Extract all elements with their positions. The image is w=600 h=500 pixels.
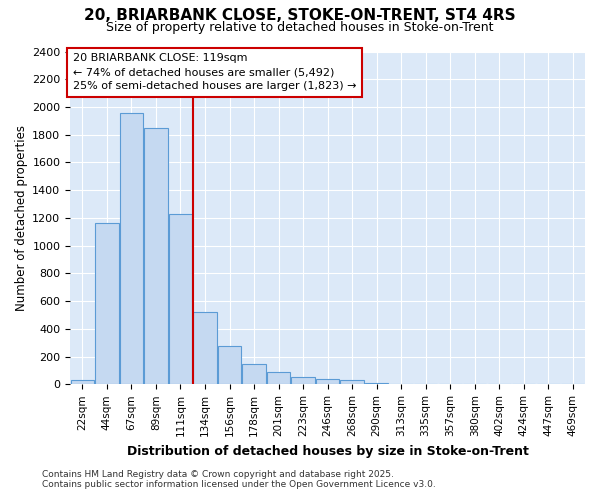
Bar	[267, 372, 290, 384]
Bar	[218, 346, 241, 385]
X-axis label: Distribution of detached houses by size in Stoke-on-Trent: Distribution of detached houses by size …	[127, 444, 529, 458]
Bar	[95, 224, 119, 384]
Text: Size of property relative to detached houses in Stoke-on-Trent: Size of property relative to detached ho…	[106, 21, 494, 34]
Bar	[316, 379, 339, 384]
Bar	[169, 214, 192, 384]
Bar	[340, 380, 364, 384]
Bar	[365, 383, 388, 384]
Bar	[120, 112, 143, 384]
Text: 20 BRIARBANK CLOSE: 119sqm
← 74% of detached houses are smaller (5,492)
25% of s: 20 BRIARBANK CLOSE: 119sqm ← 74% of deta…	[73, 53, 356, 91]
Bar	[292, 376, 314, 384]
Bar	[193, 312, 217, 384]
Bar	[242, 364, 266, 384]
Bar	[145, 128, 167, 384]
Text: 20, BRIARBANK CLOSE, STOKE-ON-TRENT, ST4 4RS: 20, BRIARBANK CLOSE, STOKE-ON-TRENT, ST4…	[84, 8, 516, 22]
Text: Contains HM Land Registry data © Crown copyright and database right 2025.
Contai: Contains HM Land Registry data © Crown c…	[42, 470, 436, 489]
Bar	[71, 380, 94, 384]
Y-axis label: Number of detached properties: Number of detached properties	[15, 125, 28, 311]
